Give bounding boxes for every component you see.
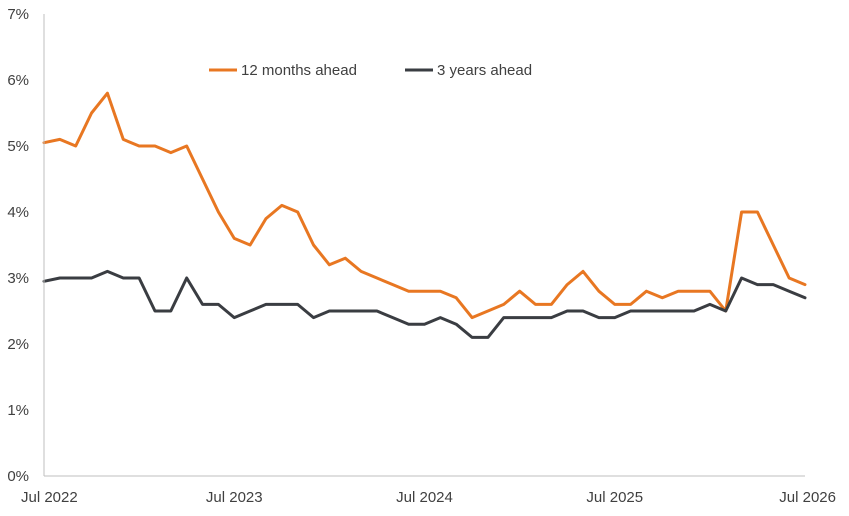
y-tick-label: 1% [7, 402, 29, 419]
y-tick-label: 5% [7, 138, 29, 155]
plot-area [42, 91, 807, 339]
y-tick-label: 3% [7, 270, 29, 287]
series-line-0 [42, 91, 807, 320]
legend-label: 3 years ahead [437, 62, 532, 79]
y-tick-label: 6% [7, 72, 29, 89]
x-tick-label: Jul 2024 [396, 489, 453, 506]
y-tick-label: 7% [7, 6, 29, 23]
legend: 12 months ahead 3 years ahead [209, 62, 532, 79]
y-tick-label: 0% [7, 468, 29, 485]
y-tick-label: 4% [7, 204, 29, 221]
x-tick-label: Jul 2022 [21, 489, 78, 506]
y-tick-label: 2% [7, 336, 29, 353]
series-line-1 [42, 269, 807, 339]
x-tick-label: Jul 2023 [206, 489, 263, 506]
axes: 0% 1% 2% 3% 4% 5% 6% 7% Jul 2022 Jul 2023 Jul 2024… [7, 6, 836, 506]
x-tick-label: Jul 2026 [779, 489, 836, 506]
legend-label: 12 months ahead [241, 62, 357, 79]
x-tick-label: Jul 2025 [586, 489, 643, 506]
